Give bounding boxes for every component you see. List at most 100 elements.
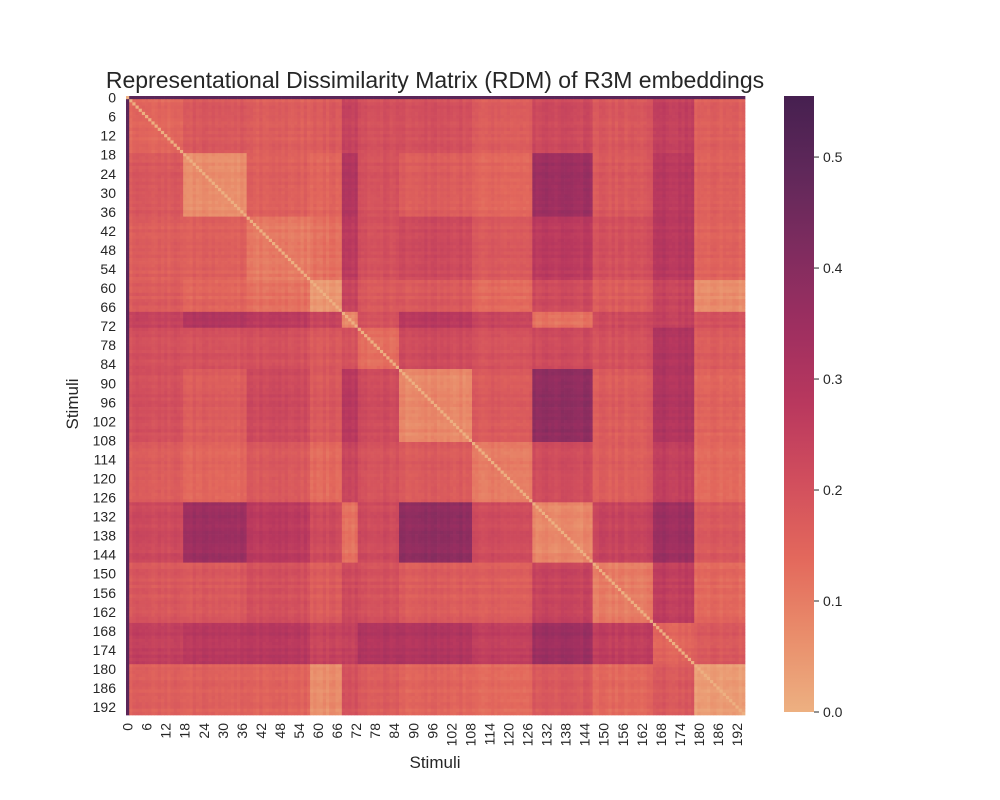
heatmap-cell (567, 109, 571, 113)
heatmap-cell (447, 112, 451, 116)
heatmap-cell (339, 134, 343, 138)
heatmap-cell (713, 96, 717, 100)
heatmap-cell (307, 121, 311, 125)
heatmap-cell (393, 118, 397, 122)
heatmap-cell (564, 102, 568, 106)
heatmap-cell (174, 109, 178, 113)
heatmap-cell (415, 106, 419, 110)
heatmap-cell (161, 115, 165, 119)
heatmap-cell (164, 121, 168, 125)
heatmap-cell (459, 118, 463, 122)
heatmap-cell (694, 109, 698, 113)
heatmap-cell (469, 102, 473, 106)
heatmap-cell (139, 115, 143, 119)
heatmap-cell (355, 112, 359, 116)
heatmap-cell (497, 99, 501, 103)
heatmap-cell (739, 102, 743, 106)
heatmap-cell (602, 125, 606, 129)
heatmap-cell (167, 112, 171, 116)
heatmap-cell (351, 121, 355, 125)
heatmap-cell (262, 131, 266, 135)
heatmap-cell (355, 109, 359, 113)
heatmap-cell (723, 118, 727, 122)
heatmap-cell (535, 115, 539, 119)
heatmap-cell (596, 96, 600, 100)
heatmap-cell (136, 96, 140, 100)
heatmap-cell (294, 99, 298, 103)
heatmap-cell (266, 112, 270, 116)
heatmap-cell (199, 102, 203, 106)
heatmap-cell (583, 118, 587, 122)
heatmap-cell (431, 125, 435, 129)
heatmap-cell (697, 125, 701, 129)
heatmap-cell (624, 109, 628, 113)
heatmap-cell (478, 131, 482, 135)
heatmap-cell (250, 106, 254, 110)
heatmap-cell (501, 112, 505, 116)
heatmap-cell (539, 99, 543, 103)
heatmap-cell (383, 118, 387, 122)
heatmap-cell (278, 118, 282, 122)
heatmap-cell (672, 128, 676, 132)
heatmap-cell (291, 128, 295, 132)
heatmap-cell (377, 128, 381, 132)
heatmap-cell (428, 106, 432, 110)
heatmap-cell (618, 128, 622, 132)
heatmap-cell (288, 118, 292, 122)
heatmap-cell (704, 125, 708, 129)
heatmap-cell (339, 96, 343, 100)
heatmap-cell (424, 112, 428, 116)
heatmap-cell (221, 112, 225, 116)
heatmap-cell (532, 131, 536, 135)
heatmap-cell (672, 131, 676, 135)
heatmap-cell (301, 131, 305, 135)
heatmap-cell (361, 112, 365, 116)
heatmap-cell (323, 131, 327, 135)
heatmap-cell (313, 112, 317, 116)
heatmap-cell (713, 118, 717, 122)
heatmap-cell (450, 128, 454, 132)
heatmap-cell (275, 128, 279, 132)
heatmap-cell (285, 106, 289, 110)
heatmap-cell (666, 109, 670, 113)
heatmap-cell (570, 112, 574, 116)
heatmap-cell (158, 102, 162, 106)
heatmap-cell (304, 106, 308, 110)
heatmap-cell (662, 96, 666, 100)
heatmap-cell (510, 102, 514, 106)
heatmap-cell (361, 109, 365, 113)
heatmap-cell (199, 121, 203, 125)
heatmap-cell (231, 118, 235, 122)
heatmap-cell (282, 102, 286, 106)
heatmap-cell (380, 99, 384, 103)
heatmap-cell (583, 121, 587, 125)
heatmap-cell (297, 102, 301, 106)
heatmap-cell (348, 134, 352, 138)
heatmap-cell (348, 115, 352, 119)
heatmap-cell (155, 128, 159, 132)
heatmap-cell (437, 131, 441, 135)
heatmap-cell (589, 125, 593, 129)
heatmap-cell (364, 109, 368, 113)
heatmap-cell (539, 115, 543, 119)
heatmap-cell (196, 125, 200, 129)
heatmap-cell (669, 118, 673, 122)
heatmap-cell (443, 99, 447, 103)
heatmap-cell (643, 102, 647, 106)
heatmap-cell (485, 125, 489, 129)
heatmap-cell (161, 112, 165, 116)
heatmap-cell (329, 134, 333, 138)
heatmap-cell (234, 96, 238, 100)
heatmap-cell (205, 115, 209, 119)
heatmap-cell (307, 134, 311, 138)
heatmap-cell (529, 128, 533, 132)
heatmap-cell (139, 102, 143, 106)
heatmap-cell (551, 109, 555, 113)
heatmap-cell (196, 106, 200, 110)
heatmap-cell (675, 118, 679, 122)
heatmap-cell (278, 99, 282, 103)
heatmap-cell (313, 96, 317, 100)
heatmap-cell (393, 109, 397, 113)
heatmap-cell (488, 112, 492, 116)
heatmap-cell (142, 118, 146, 122)
